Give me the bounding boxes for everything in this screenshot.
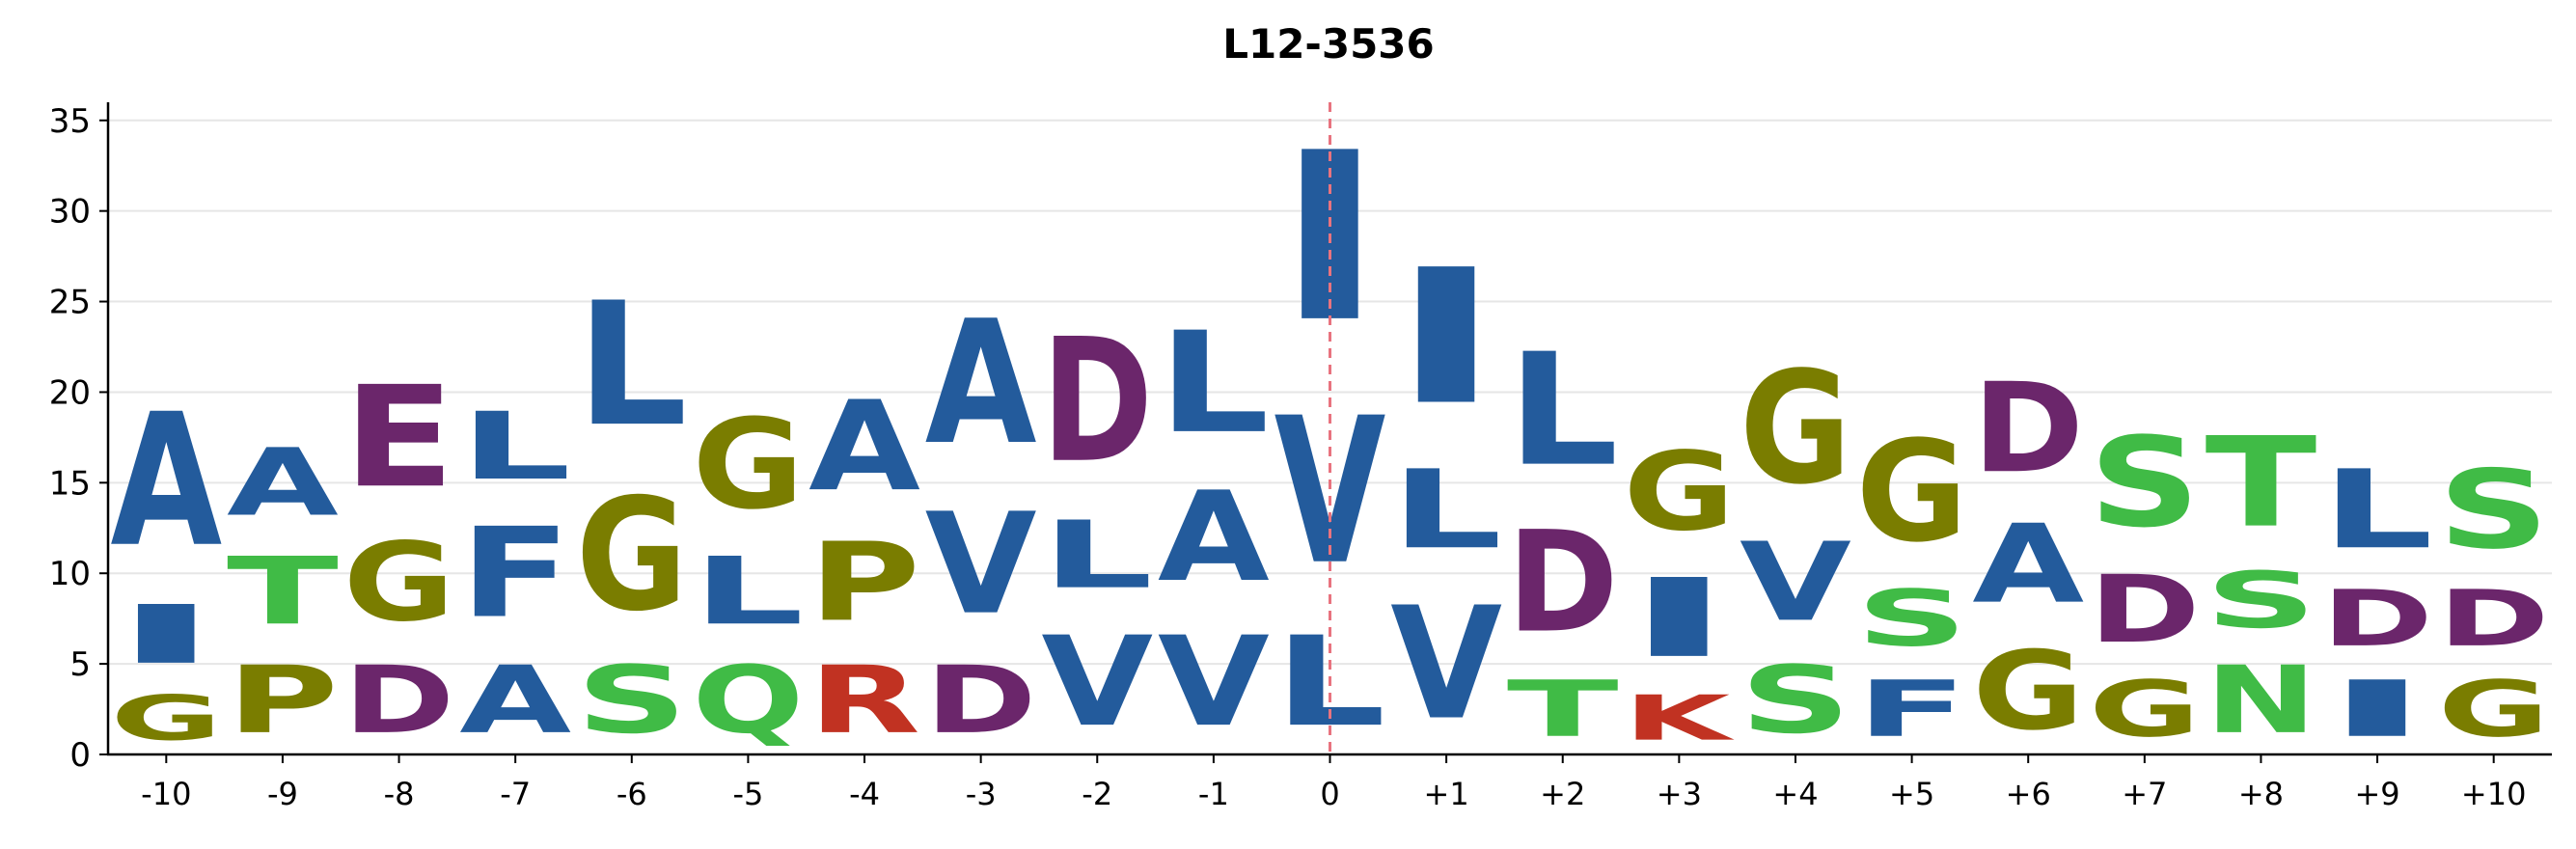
- logo-letter-A: A: [925, 284, 1037, 482]
- x-tick-label: +7: [2122, 776, 2167, 812]
- logo-letter-V: V: [1740, 520, 1851, 646]
- logo-letter-D: D: [1972, 357, 2084, 501]
- logo-letter-G: G: [2438, 665, 2550, 755]
- logo-letter-L: L: [576, 267, 688, 465]
- logo-letter-S: S: [2438, 447, 2550, 573]
- logo-letter-G: G: [693, 393, 805, 536]
- logo-letter-V: V: [925, 483, 1037, 645]
- y-tick-label: 30: [49, 193, 91, 232]
- x-tick-label: +6: [2006, 776, 2051, 812]
- logo-letter-G: G: [110, 682, 222, 754]
- y-tick-label: 5: [69, 645, 91, 684]
- logo-letter-P: P: [227, 646, 339, 754]
- logo-letter-L: L: [1158, 302, 1270, 464]
- logo-letter-N: N: [2206, 646, 2317, 754]
- x-tick-label: -5: [732, 776, 763, 812]
- x-tick-label: -8: [384, 776, 415, 812]
- logo-letter-G: G: [343, 520, 455, 645]
- logo-letter-A: A: [808, 374, 920, 518]
- logo-letter-T: T: [1507, 665, 1619, 754]
- logo-letter-V: V: [1274, 373, 1386, 609]
- letter-stacks: GIAPTADGEAFLSGLQLGRPADVAVLDVALLVIVLITDLK…: [110, 103, 2549, 755]
- x-tick-label: -7: [500, 776, 531, 812]
- logo-letter-A: A: [1972, 502, 2084, 628]
- y-tick-label: 0: [69, 736, 91, 775]
- logo-letter-V: V: [1158, 610, 1270, 753]
- x-tick-label: +10: [2461, 776, 2527, 812]
- logo-letter-I: I: [110, 589, 222, 682]
- logo-letter-L: L: [2321, 447, 2433, 573]
- logo-letter-R: R: [808, 646, 920, 754]
- logo-letter-F: F: [459, 502, 571, 645]
- logo-letter-S: S: [2206, 556, 2317, 645]
- y-tick-label: 35: [49, 102, 91, 141]
- logo-letter-T: T: [2206, 411, 2317, 555]
- logo-letter-Q: Q: [693, 646, 805, 754]
- logo-letter-D: D: [1041, 302, 1153, 501]
- x-tick-label: -4: [849, 776, 880, 812]
- y-tick-label: 25: [49, 284, 91, 322]
- x-tick-label: -9: [267, 776, 298, 812]
- chart-title: L12-3536: [1222, 20, 1435, 68]
- x-tick-label: +4: [1772, 776, 1818, 812]
- logo-letter-D: D: [925, 647, 1037, 755]
- logo-letter-S: S: [1740, 646, 1851, 754]
- logo-letter-G: G: [1740, 339, 1851, 519]
- logo-letter-A: A: [227, 428, 339, 537]
- x-tick-label: +5: [1889, 776, 1934, 812]
- logo-letter-D: D: [2438, 573, 2550, 664]
- logo-letter-G: G: [2089, 665, 2201, 755]
- x-tick-label: -6: [617, 776, 647, 812]
- x-tick-label: +2: [1540, 776, 1585, 812]
- logo-letter-S: S: [2089, 411, 2201, 555]
- logo-letter-I: I: [2321, 664, 2433, 754]
- x-tick-label: -1: [1198, 776, 1229, 812]
- x-tick-label: 0: [1320, 776, 1339, 812]
- logo-letter-G: G: [1972, 629, 2084, 754]
- logo-letter-L: L: [1507, 321, 1619, 501]
- y-tick-label: 20: [49, 373, 91, 412]
- logo-letter-S: S: [576, 646, 688, 754]
- x-tick-label: +8: [2238, 776, 2284, 812]
- logo-letter-G: G: [576, 465, 688, 645]
- logo-letter-T: T: [227, 537, 339, 645]
- logo-letter-L: L: [459, 393, 571, 501]
- logo-letter-G: G: [1623, 429, 1735, 555]
- logo-letter-K: K: [1623, 682, 1735, 754]
- logo-letter-L: L: [1390, 447, 1502, 573]
- logo-letter-D: D: [2321, 573, 2433, 664]
- x-tick-label: +9: [2354, 776, 2399, 812]
- logo-letter-E: E: [343, 357, 455, 519]
- logo-letter-D: D: [343, 647, 455, 755]
- x-tick-label: +3: [1657, 776, 1702, 812]
- logo-letter-G: G: [1856, 410, 1968, 573]
- x-tick-label: +1: [1424, 776, 1469, 812]
- logo-letter-F: F: [1856, 665, 1968, 754]
- logo-letter-V: V: [1041, 610, 1153, 753]
- logo-letter-P: P: [808, 520, 920, 645]
- logo-letter-I: I: [1390, 231, 1502, 447]
- logo-letter-S: S: [1856, 573, 1968, 663]
- logo-letter-L: L: [1041, 502, 1153, 610]
- logo-letter-D: D: [2089, 557, 2201, 665]
- x-tick-label: -3: [966, 776, 997, 812]
- logo-letter-L: L: [693, 537, 805, 645]
- logo-letter-D: D: [1507, 502, 1619, 664]
- logo-letter-A: A: [459, 645, 571, 754]
- logo-letter-A: A: [1158, 465, 1270, 609]
- y-tick-label: 10: [49, 555, 91, 593]
- y-tick-label: 15: [49, 464, 91, 503]
- logo-letter-A: A: [110, 376, 222, 589]
- logo-letter-I: I: [1623, 556, 1735, 682]
- logo-letter-V: V: [1390, 574, 1502, 754]
- x-tick-label: -2: [1082, 776, 1112, 812]
- x-tick-label: -10: [141, 776, 191, 812]
